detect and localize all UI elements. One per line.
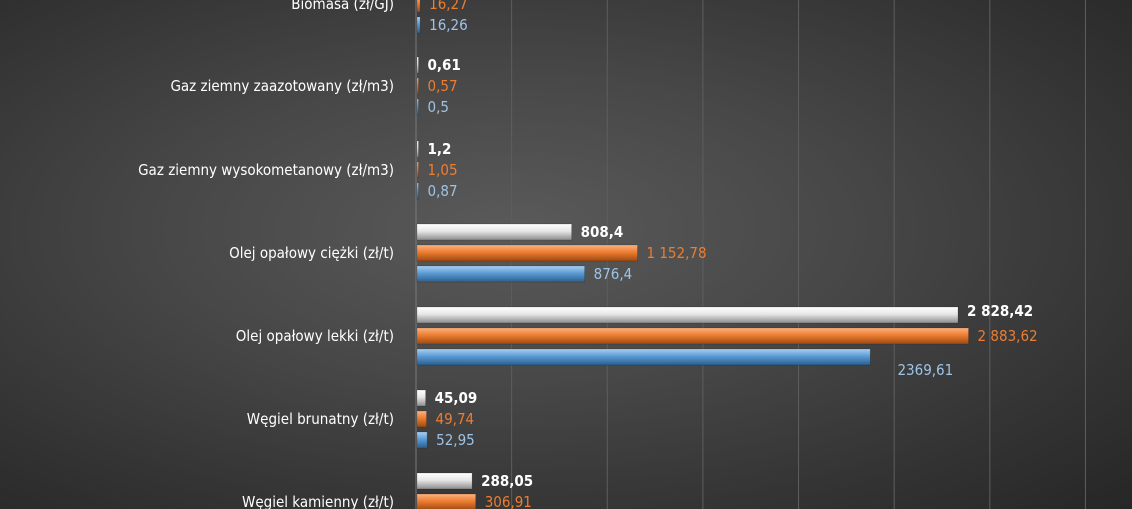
category-label: Węgiel brunatny (zł/t): [247, 410, 394, 428]
labels-layer: Biomasa (zł/GJ) 16,27 16,26 Gaz ziemny zaaz…: [138, 0, 1038, 509]
data-label: 16,27: [429, 0, 468, 13]
data-label: 49,74: [436, 410, 475, 428]
data-label: 1,2: [428, 140, 452, 158]
bar: [416, 140, 419, 158]
bar: [416, 265, 585, 283]
bar: [416, 16, 421, 34]
bar: [416, 182, 419, 200]
bar: [416, 306, 959, 324]
category-label: Gaz ziemny zaazotowany (zł/m3): [170, 77, 394, 95]
bar: [416, 223, 572, 241]
bar: [416, 98, 419, 116]
bar: [416, 327, 969, 345]
data-label: 52,95: [436, 431, 475, 449]
bar: [416, 348, 871, 366]
category-label: Gaz ziemny wysokometanowy (zł/m3): [138, 161, 394, 179]
bar: [416, 493, 477, 509]
data-label: 876,4: [594, 265, 633, 283]
data-label: 2 828,42: [967, 302, 1033, 320]
data-label: 808,4: [581, 223, 624, 241]
data-label: 2 883,62: [978, 327, 1038, 345]
bar: [416, 244, 638, 262]
data-label: 1 152,78: [646, 244, 706, 262]
data-label: 2369,61: [897, 361, 953, 379]
data-label: 306,91: [485, 493, 532, 509]
data-label: 288,05: [481, 472, 533, 490]
bar: [416, 77, 419, 95]
bar: [416, 56, 419, 74]
data-label: 0,57: [428, 77, 458, 95]
bars-layer: [416, 0, 969, 509]
bar: [416, 389, 426, 407]
bar: [416, 161, 419, 179]
bar: [416, 472, 473, 490]
category-label: Biomasa (zł/GJ): [291, 0, 394, 13]
data-label: 0,5: [428, 98, 449, 116]
data-label: 16,26: [429, 16, 468, 34]
data-label: 45,09: [435, 389, 478, 407]
bar: [416, 0, 421, 13]
data-label: 1,05: [428, 161, 458, 179]
category-label: Węgiel kamienny (zł/t): [242, 493, 394, 509]
bar: [416, 431, 428, 449]
data-label: 0,87: [428, 182, 458, 200]
category-label: Olej opałowy lekki (zł/t): [236, 327, 394, 345]
category-label: Olej opałowy ciężki (zł/t): [229, 244, 394, 262]
data-label: 0,61: [428, 56, 461, 74]
bar: [416, 410, 427, 428]
